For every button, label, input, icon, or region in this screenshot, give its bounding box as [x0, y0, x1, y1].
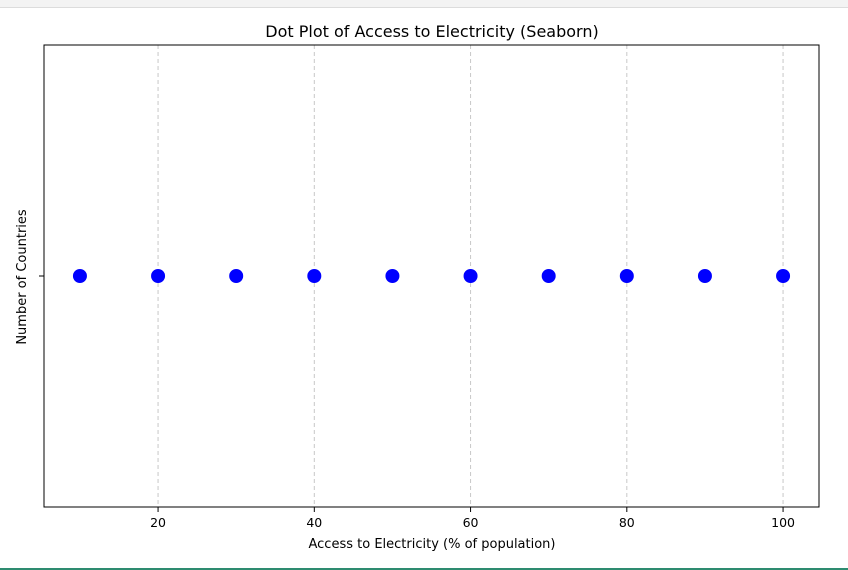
- data-points: [72, 269, 791, 283]
- data-point-40: [307, 269, 322, 283]
- x-tick-label-60: 60: [463, 515, 479, 530]
- data-point-80: [619, 269, 634, 283]
- data-point-60: [463, 269, 478, 283]
- data-point-20: [151, 269, 166, 283]
- x-axis-label: Access to Electricity (% of population): [309, 537, 556, 552]
- x-tick-label-40: 40: [306, 515, 322, 530]
- y-axis-label: Number of Countries: [15, 209, 30, 345]
- data-point-10: [72, 269, 87, 283]
- x-tick-label-80: 80: [619, 515, 635, 530]
- x-tick-label-100: 100: [771, 515, 795, 530]
- data-point-50: [385, 269, 400, 283]
- window-bottom-border: [0, 568, 848, 570]
- x-axis-ticks: 20 40 60 80 100: [150, 507, 795, 530]
- window-top-strip: [0, 0, 848, 8]
- x-tick-label-20: 20: [150, 515, 166, 530]
- data-point-70: [541, 269, 556, 283]
- chart-title: Dot Plot of Access to Electricity (Seabo…: [265, 22, 598, 41]
- data-point-100: [776, 269, 791, 283]
- data-point-90: [697, 269, 712, 283]
- data-point-30: [229, 269, 244, 283]
